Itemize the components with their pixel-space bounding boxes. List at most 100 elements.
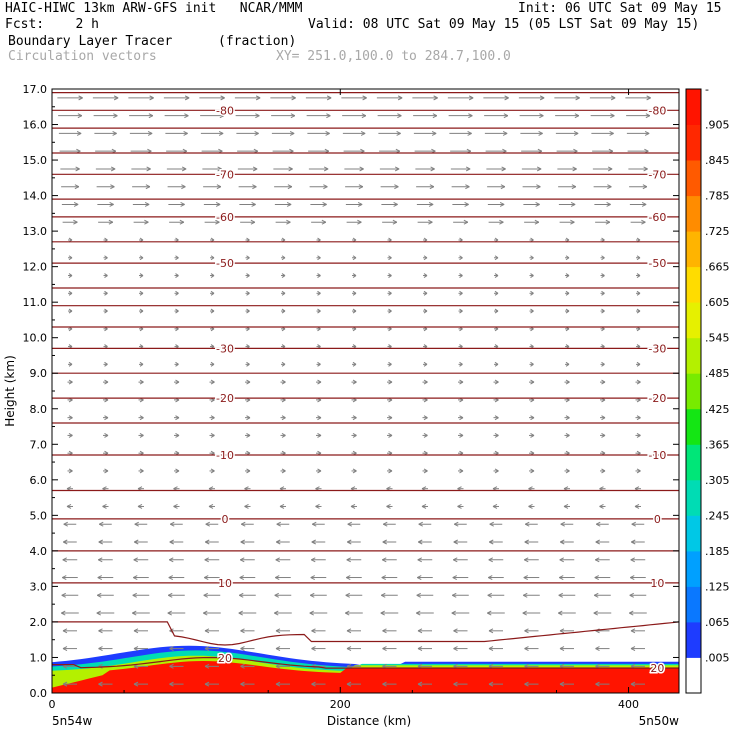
contour-label: -80 (216, 104, 234, 117)
vector-arrow (593, 610, 612, 616)
vector-arrow (599, 504, 606, 509)
y-axis-label: Height (km) (3, 355, 17, 426)
vector-arrow (316, 432, 322, 438)
vector-arrow (416, 610, 434, 616)
vector-arrow (452, 592, 469, 598)
vector-arrow (453, 557, 468, 563)
vector-arrow (423, 273, 428, 278)
colorbar-label: .545 (705, 332, 730, 345)
y-tick-label: 16.0 (23, 119, 48, 132)
vector-arrow (102, 504, 109, 509)
vector-arrow (555, 113, 580, 119)
vector-arrow (205, 521, 219, 527)
vector-arrow (67, 415, 73, 421)
vector-arrow (387, 432, 393, 438)
vector-arrow (352, 273, 357, 278)
vector-arrow (631, 521, 645, 527)
vector-arrow (631, 539, 645, 545)
tracer-field (52, 645, 679, 693)
vector-arrow (245, 432, 251, 438)
vector-arrow (132, 184, 151, 190)
vector-arrow (281, 255, 286, 261)
vector-arrow (488, 219, 504, 225)
vector-arrow (62, 628, 77, 634)
vector-arrow (521, 166, 542, 172)
model-title: HAIC-HIWC 13km ARW-GFS init NCAR/MMM (5, 1, 303, 16)
vector-arrow (238, 610, 257, 616)
vector-arrow (68, 308, 73, 314)
vector-arrow (61, 202, 79, 207)
vector-arrow (132, 610, 150, 616)
colorbar-swatch (686, 515, 701, 552)
vector-arrow (62, 219, 78, 225)
vector-arrow (316, 361, 321, 367)
vector-arrow (382, 539, 397, 545)
vector-arrow (275, 628, 290, 634)
vector-arrow (174, 361, 179, 367)
vector-arrow (458, 468, 464, 474)
vector-arrow (528, 504, 535, 509)
vector-arrow (169, 219, 185, 225)
contour-label: -80 (648, 104, 666, 117)
colorbar-label: .365 (705, 438, 730, 451)
y-tick-label: 12.0 (23, 261, 48, 274)
vector-arrow (565, 273, 570, 278)
vector-arrow (458, 361, 463, 367)
vector-arrow (103, 273, 108, 278)
vector-arrow (316, 379, 322, 385)
vector-arrow (494, 361, 499, 367)
vector-arrow (453, 539, 468, 545)
vector-arrow (200, 130, 224, 136)
vector-arrow (93, 113, 118, 119)
vector-arrow (205, 539, 219, 545)
vector-arrow (387, 361, 392, 367)
vector-arrow (350, 504, 357, 509)
vector-arrow (342, 113, 367, 119)
vector-arrow (417, 219, 433, 225)
vector-arrow (280, 432, 286, 438)
vector-arrow (524, 646, 539, 652)
vector-arrow (451, 184, 470, 190)
vector-arrow (489, 521, 503, 527)
vector-arrow (488, 628, 503, 634)
vector-arrow (448, 113, 473, 119)
vector-arrow (522, 184, 541, 190)
vector-arrow (204, 681, 219, 687)
vector-arrow (204, 628, 219, 634)
vector-arrow (626, 113, 651, 119)
vector-arrow (132, 202, 150, 207)
vector-arrow (453, 628, 468, 634)
vector-arrow (237, 166, 258, 172)
vector-arrow (58, 130, 82, 136)
vector-arrow (276, 521, 290, 527)
vector-arrow (103, 255, 108, 261)
vector-arrow (275, 557, 291, 563)
vector-arrow (68, 361, 73, 367)
colorbar-label: .905 (705, 119, 730, 132)
vector-arrow (309, 610, 328, 616)
vector-arrow (457, 504, 464, 509)
vector-arrow (351, 432, 357, 438)
vector-arrow (165, 130, 188, 136)
vector-arrow (447, 95, 474, 101)
vector-arrow (590, 113, 615, 119)
vector-arrow (133, 575, 149, 580)
y-tick-label: 3.0 (30, 580, 48, 593)
contour-label: 0 (654, 513, 661, 526)
vector-arrow (280, 415, 286, 421)
vector-arrow (95, 166, 116, 172)
vector-arrow (386, 504, 393, 509)
contour-label: 0 (222, 513, 229, 526)
vector-arrow (174, 290, 179, 296)
vector-arrow (382, 557, 397, 563)
vector-arrow (99, 521, 112, 527)
vector-arrow (133, 646, 148, 652)
vector-arrow (523, 592, 540, 598)
vector-arrow (139, 290, 144, 296)
vector-arrow (563, 504, 570, 509)
vector-arrow (67, 468, 73, 474)
vector-arrow (564, 415, 570, 421)
y-tick-label: 11.0 (23, 296, 48, 309)
vector-arrow (387, 415, 393, 421)
contour-label: -30 (648, 342, 666, 355)
